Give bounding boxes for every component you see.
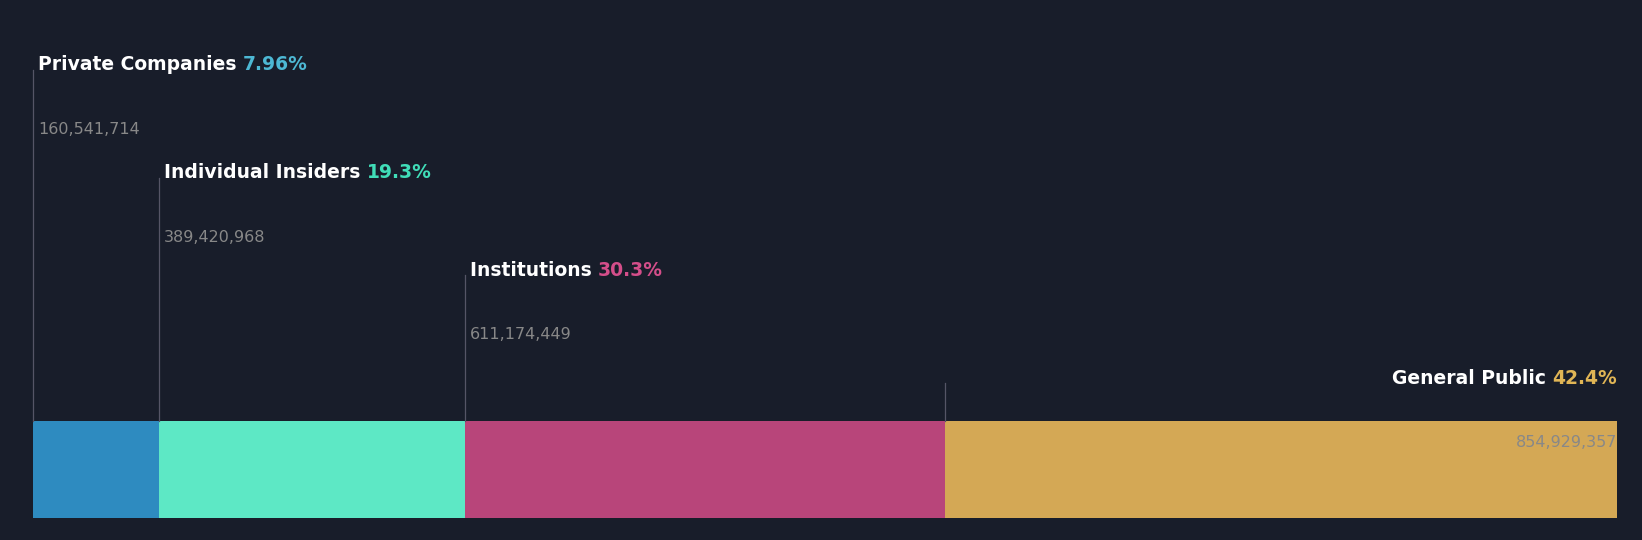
Bar (465, 421, 946, 518)
Text: 611,174,449: 611,174,449 (470, 327, 571, 342)
Text: 389,420,968: 389,420,968 (164, 230, 266, 245)
Text: Individual Insiders: Individual Insiders (164, 163, 366, 183)
Bar (33, 421, 159, 518)
Text: 160,541,714: 160,541,714 (38, 122, 140, 137)
Text: 19.3%: 19.3% (366, 163, 432, 183)
Text: Private Companies: Private Companies (38, 55, 243, 75)
Bar (946, 421, 1617, 518)
Text: Institutions: Institutions (470, 260, 598, 280)
Text: 30.3%: 30.3% (598, 260, 663, 280)
Text: General Public: General Public (1392, 368, 1553, 388)
Text: 42.4%: 42.4% (1553, 368, 1617, 388)
Text: 854,929,357: 854,929,357 (1516, 435, 1617, 450)
Text: 7.96%: 7.96% (243, 55, 307, 75)
Bar (159, 421, 465, 518)
